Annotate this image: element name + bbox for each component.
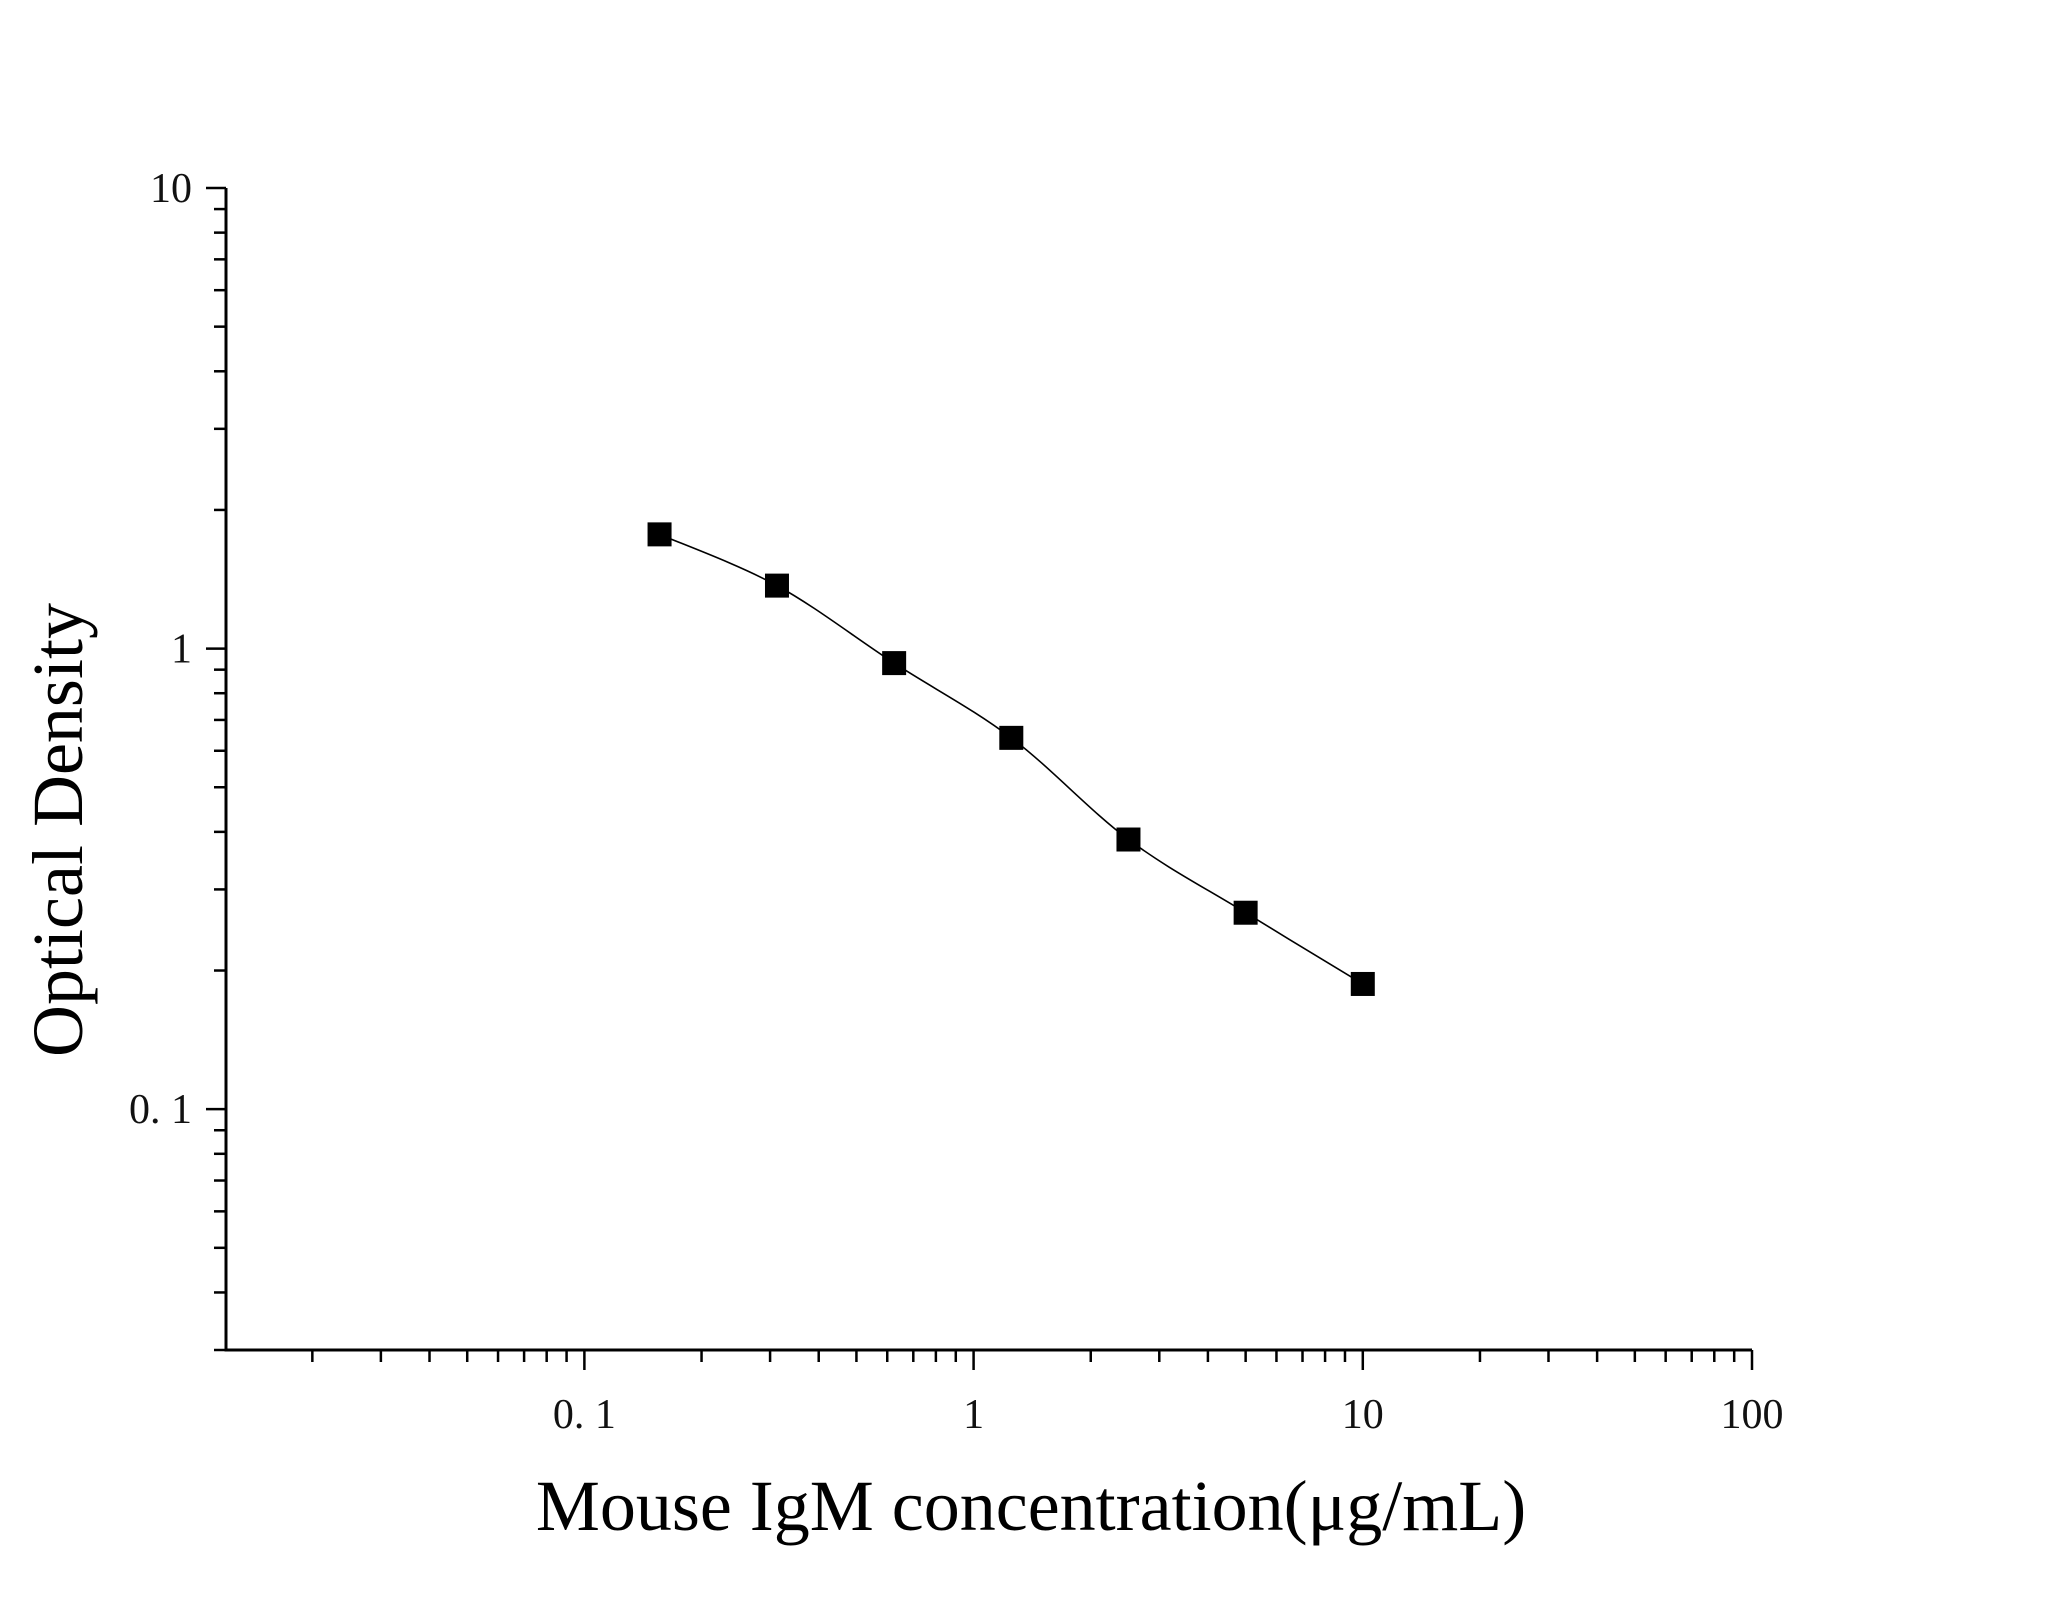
data-point [1233,900,1258,925]
x-tick-label: 10 [1342,1392,1384,1438]
y-tick-label: 1 [171,627,192,673]
data-point [999,725,1024,750]
x-axis-title: Mouse IgM concentration(μg/mL) [536,1466,1526,1546]
data-point [764,573,789,598]
axes: 0. 1 1 10 100 0. 1 1 10 [129,166,1784,1438]
x-tick-label: 100 [1721,1392,1784,1438]
data-point [647,522,672,547]
y-tick-label: 0. 1 [129,1087,192,1133]
data-point [882,651,907,676]
y-axis-title: Optical Density [18,603,98,1057]
x-tick-label: 0. 1 [553,1392,616,1438]
x-tick-label: 1 [963,1392,984,1438]
plot-area [647,522,1375,996]
data-point [1116,827,1141,852]
y-tick-label: 10 [150,166,192,212]
data-point [1350,971,1375,996]
